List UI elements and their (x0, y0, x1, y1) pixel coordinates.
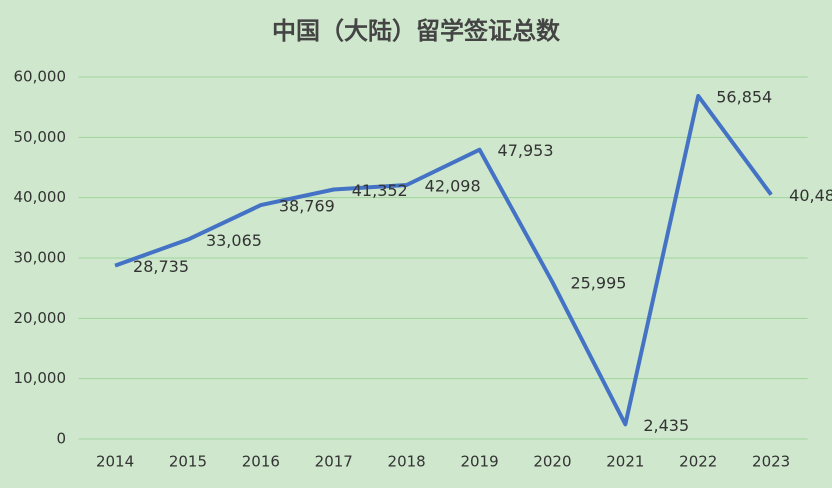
y-tick-label: 0 (56, 430, 66, 448)
data-label: 2,435 (643, 416, 689, 435)
data-label: 25,995 (570, 274, 626, 293)
x-tick-label: 2014 (96, 453, 134, 471)
x-tick-label: 2016 (242, 453, 280, 471)
y-tick-label: 30,000 (14, 249, 67, 267)
y-tick-label: 50,000 (14, 128, 67, 146)
x-tick-label: 2019 (460, 453, 498, 471)
y-tick-label: 60,000 (14, 68, 67, 86)
x-tick-label: 2021 (606, 453, 644, 471)
data-label: 56,854 (716, 87, 772, 106)
x-tick-label: 2020 (533, 453, 571, 471)
x-tick-label: 2018 (388, 453, 426, 471)
data-label: 42,098 (425, 177, 481, 196)
y-tick-label: 10,000 (14, 369, 67, 387)
data-label: 33,065 (206, 231, 262, 250)
x-tick-label: 2017 (315, 453, 353, 471)
data-label: 28,735 (133, 257, 189, 276)
data-label: 38,769 (279, 197, 335, 216)
data-label: 40,489 (789, 186, 832, 205)
data-label: 47,953 (498, 141, 554, 160)
y-tick-label: 20,000 (14, 309, 67, 327)
x-tick-label: 2023 (752, 453, 790, 471)
x-tick-label: 2022 (679, 453, 717, 471)
y-tick-label: 40,000 (14, 188, 67, 206)
data-label: 41,352 (352, 181, 408, 200)
chart-title: 中国（大陆）留学签证总数 (272, 17, 561, 45)
x-tick-label: 2015 (169, 453, 207, 471)
line-series (114, 93, 773, 427)
